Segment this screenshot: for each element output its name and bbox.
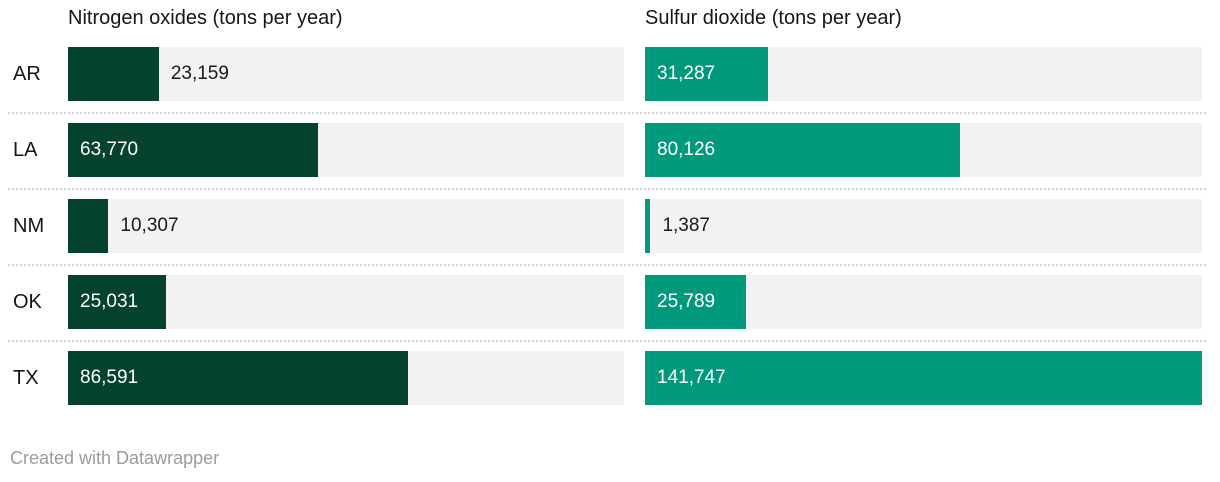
so2-bar: 25,789 xyxy=(645,275,747,329)
bar-value-label: 23,159 xyxy=(170,63,229,84)
so2-bar-track: 141,747 xyxy=(645,351,1202,405)
so2-bar-track: 25,789 xyxy=(645,275,1202,329)
chart-row-ar: AR 23,159 31,287 xyxy=(0,47,1220,101)
row-label-state: LA xyxy=(13,139,38,161)
row-divider xyxy=(8,112,1206,114)
bar-value-label: 25,031 xyxy=(80,291,139,312)
nox-bar: 86,591 xyxy=(68,351,408,405)
bar-value-label: 31,287 xyxy=(657,63,716,84)
nox-bar: 10,307 xyxy=(68,199,179,253)
bar-value-label: 10,307 xyxy=(120,215,179,236)
so2-bar-track: 80,126 xyxy=(645,123,1202,177)
bar-value-label: 63,770 xyxy=(80,139,139,160)
nox-bar-track: 23,159 xyxy=(68,47,624,101)
so2-bar-track: 1,387 xyxy=(645,199,1202,253)
bar-value-label: 1,387 xyxy=(662,215,710,236)
nox-bar-track: 63,770 xyxy=(68,123,624,177)
so2-bar: 1,387 xyxy=(645,199,710,253)
column-header-sulfur-dioxide: Sulfur dioxide (tons per year) xyxy=(645,7,902,29)
row-label-state: OK xyxy=(13,291,42,313)
so2-bar-track: 31,287 xyxy=(645,47,1202,101)
chart-row-tx: TX 86,591 141,747 xyxy=(0,351,1220,405)
row-label-state: AR xyxy=(13,63,41,85)
so2-bar: 31,287 xyxy=(645,47,768,101)
datawrapper-credit-link[interactable]: Created with Datawrapper xyxy=(10,448,220,468)
row-label-state: TX xyxy=(13,367,39,389)
row-label-state: NM xyxy=(13,215,45,237)
so2-bar: 80,126 xyxy=(645,123,960,177)
so2-bar: 141,747 xyxy=(645,351,1202,405)
bar-value-label: 25,789 xyxy=(657,291,716,312)
nox-bar: 25,031 xyxy=(68,275,167,329)
chart-row-nm: NM 10,307 1,387 xyxy=(0,199,1220,253)
nox-bar-track: 86,591 xyxy=(68,351,624,405)
row-divider xyxy=(8,188,1206,190)
nox-bar-track: 10,307 xyxy=(68,199,624,253)
chart-row-ok: OK 25,031 25,789 xyxy=(0,275,1220,329)
row-divider xyxy=(8,340,1206,342)
nox-bar: 23,159 xyxy=(68,47,229,101)
nox-bar-track: 25,031 xyxy=(68,275,624,329)
bar-value-label: 80,126 xyxy=(657,139,716,160)
chart-row-la: LA 63,770 80,126 xyxy=(0,123,1220,177)
bar-value-label: 141,747 xyxy=(657,367,726,388)
nox-bar: 63,770 xyxy=(68,123,319,177)
bar-value-label: 86,591 xyxy=(80,367,139,388)
row-divider xyxy=(8,264,1206,266)
column-header-nitrogen-oxides: Nitrogen oxides (tons per year) xyxy=(68,7,343,29)
